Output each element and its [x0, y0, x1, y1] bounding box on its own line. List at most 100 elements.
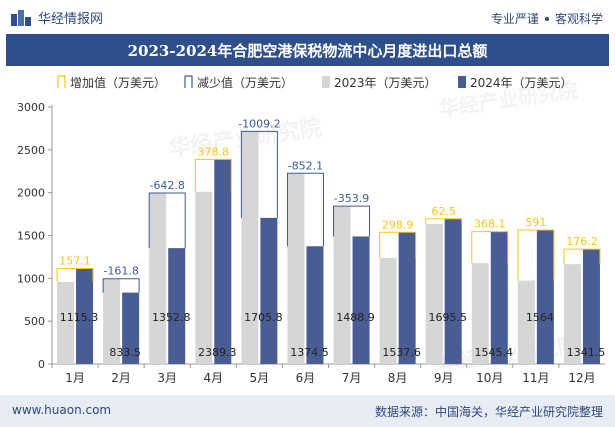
brand: 华经情报网 — [10, 8, 103, 27]
legend-decrease-label: 减少值（万美元） — [197, 75, 293, 90]
value-label-2024: 1537.6 — [382, 346, 421, 359]
value-label-2024: 1115.3 — [60, 311, 99, 324]
x-tick-label: 5月 — [250, 371, 270, 385]
y-tick-label: 1500 — [17, 230, 45, 243]
change-label: 378.8 — [198, 145, 230, 158]
value-label-2024: 1695.5 — [428, 311, 467, 324]
bar-chart: 华经产业研究院华经产业研究院华经产业研究院增加值（万美元）减少值（万美元）202… — [17, 75, 606, 385]
bar-2024 — [122, 292, 140, 364]
x-tick-label: 4月 — [203, 371, 223, 385]
footer: www.huaon.com 数据来源：中国海关，华经产业研究院整理 — [0, 395, 615, 427]
x-tick-label: 3月 — [157, 371, 177, 385]
legend-increase-icon — [58, 75, 66, 88]
bar-2023 — [57, 281, 75, 364]
bar-2024 — [398, 232, 416, 364]
change-label: 176.2 — [566, 235, 598, 248]
bar-2024 — [490, 231, 508, 364]
website-link[interactable]: www.huaon.com — [12, 403, 112, 417]
logo-icon — [11, 9, 31, 26]
change-label: -353.9 — [334, 192, 369, 205]
change-label: 591 — [525, 216, 546, 229]
value-label-2024: 1341.5 — [567, 346, 606, 359]
title-bar: 2023-2024年合肥空港保税物流中心月度进出口总额 — [6, 34, 609, 66]
slogan-2: 客观科学 — [554, 12, 603, 26]
bar-2023 — [379, 257, 397, 364]
x-tick-label: 7月 — [342, 371, 362, 385]
legend-increase-label: 增加值（万美元） — [70, 75, 166, 90]
increase-bracket — [194, 158, 232, 192]
y-tick-label: 500 — [24, 315, 45, 328]
bar-2024 — [168, 248, 186, 364]
bar-2024 — [536, 230, 554, 364]
decrease-bracket — [286, 172, 324, 247]
bar-2023 — [517, 280, 535, 364]
change-label: 62.5 — [431, 205, 456, 218]
decrease-bracket — [102, 278, 140, 293]
change-label: -1009.2 — [238, 117, 280, 130]
value-label-2024: 1564 — [526, 311, 554, 324]
bar-2024 — [214, 159, 232, 364]
increase-bracket — [563, 248, 601, 265]
y-tick-label: 1000 — [17, 272, 45, 285]
legend-decrease-icon — [185, 75, 193, 88]
change-label: -161.8 — [103, 265, 138, 278]
legend-2023-label: 2023年（万美元） — [334, 76, 437, 90]
decrease-bracket — [240, 130, 278, 218]
bar-2023 — [287, 173, 305, 364]
value-label-2024: 2389.3 — [198, 346, 237, 359]
y-tick-label: 2000 — [17, 187, 45, 200]
x-tick-label: 11月 — [522, 371, 549, 385]
value-label-2024: 1545.4 — [475, 346, 514, 359]
bar-2024 — [260, 217, 278, 364]
slogan-1: 专业严谨 — [490, 12, 539, 26]
x-tick-label: 1月 — [65, 371, 85, 385]
change-label: 368.1 — [474, 218, 506, 231]
top-bar: 华经情报网 专业严谨 客观科学 — [0, 0, 615, 34]
change-label: -852.1 — [288, 159, 323, 172]
bar-2024 — [76, 268, 94, 364]
legend-2024-icon — [458, 76, 466, 88]
bar-2024 — [352, 236, 370, 364]
change-label: -642.8 — [149, 179, 184, 192]
y-tick-label: 3000 — [17, 101, 45, 114]
legend-2023-icon — [322, 76, 330, 88]
bar-2024 — [582, 249, 600, 364]
bar-2023 — [471, 263, 489, 364]
increase-bracket — [379, 231, 417, 258]
y-tick-label: 2500 — [17, 144, 45, 157]
decrease-bracket — [333, 205, 371, 237]
increase-bracket — [471, 231, 509, 264]
value-label-2024: 1374.5 — [290, 346, 329, 359]
change-label: 298.9 — [382, 218, 414, 231]
x-tick-label: 10月 — [476, 371, 503, 385]
value-label-2024: 1705.8 — [244, 311, 283, 324]
site-name: 华经情报网 — [38, 12, 104, 27]
value-label-2024: 833.5 — [109, 346, 141, 359]
slogan: 专业严谨 客观科学 — [491, 10, 603, 27]
legend-2024-label: 2024年（万美元） — [470, 76, 573, 90]
data-source: 数据来源：中国海关，华经产业研究院整理 — [374, 405, 603, 419]
increase-bracket — [56, 267, 94, 282]
chart-title: 2023-2024年合肥空港保税物流中心月度进出口总额 — [127, 42, 488, 60]
x-tick-label: 2月 — [111, 371, 131, 385]
bar-2023 — [425, 224, 443, 364]
bar-2023 — [195, 191, 213, 364]
y-tick-label: 0 — [38, 358, 45, 371]
bar-2024 — [306, 246, 324, 364]
increase-bracket — [425, 218, 463, 225]
change-label: 157.1 — [59, 254, 91, 267]
bar-2024 — [444, 218, 462, 364]
bar-2023 — [333, 206, 351, 364]
x-tick-label: 8月 — [388, 371, 408, 385]
value-label-2024: 1488.9 — [336, 311, 375, 324]
x-tick-label: 6月 — [296, 371, 316, 385]
x-tick-label: 9月 — [434, 371, 454, 385]
bar-2023 — [563, 264, 581, 364]
bar-2023 — [241, 131, 259, 364]
bar-2023 — [103, 278, 121, 364]
bar-2023 — [149, 193, 167, 364]
increase-bracket — [517, 229, 555, 281]
separator-dot-icon — [544, 16, 549, 21]
decrease-bracket — [148, 192, 186, 249]
x-tick-label: 12月 — [568, 371, 595, 385]
